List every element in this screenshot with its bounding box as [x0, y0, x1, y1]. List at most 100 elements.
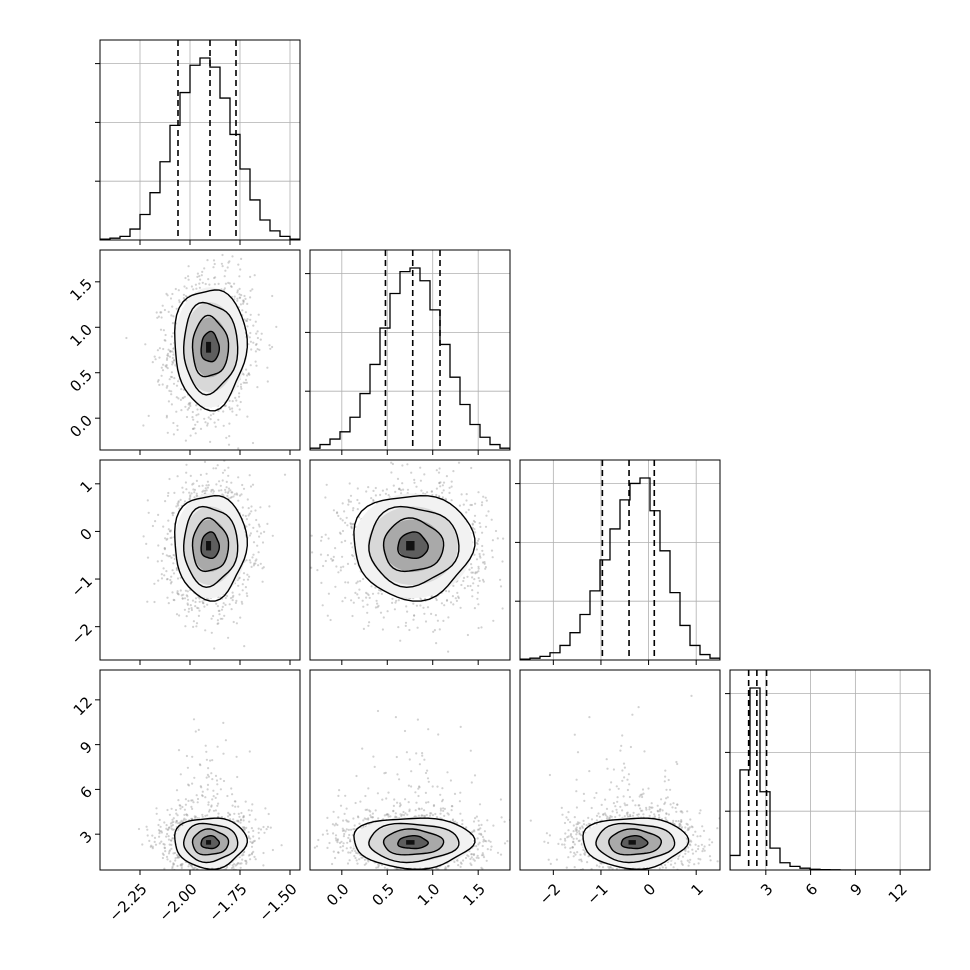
joint-p2-p3-point-157 [339, 532, 342, 535]
joint-p2-p3-point-632 [338, 531, 342, 534]
joint-p2-p3-point-1397 [438, 481, 441, 484]
joint-p1-p2-point-246 [222, 410, 225, 413]
joint-p1-p3-point-458 [249, 561, 252, 564]
joint-p2-p3-point-363 [413, 481, 416, 484]
joint-p2-p3-point-211 [415, 485, 418, 488]
joint-p2-p3-point-1068 [422, 606, 425, 609]
joint-p1-p3-point-384 [195, 492, 198, 495]
joint-p2-p3-point-748 [524, 534, 526, 536]
joint-p2-p3-point-722 [499, 585, 503, 588]
joint-p2-p3-point-1185 [330, 557, 333, 561]
joint-p1-p2-point-1102 [153, 355, 156, 358]
joint-p1-p2-point-874 [235, 413, 238, 417]
joint-p1-p2-point-1108 [179, 398, 182, 401]
hist-p1-bar-13 [230, 134, 240, 240]
joint-p1-p2-point-298 [252, 341, 255, 344]
joint-p2-p3-point-1475 [438, 495, 441, 498]
joint-p1-p3-point-78 [248, 512, 251, 515]
joint-p1-p2-point-248 [163, 308, 166, 312]
joint-p1-p3-point-845 [216, 619, 219, 622]
hist-p2-bar-8 [390, 293, 400, 450]
hist-p2-bar-1 [320, 445, 330, 450]
joint-p2-p3-point-215 [445, 599, 449, 602]
joint-p1-p3-point-1442 [216, 622, 219, 626]
hist-p2-bar-5 [360, 394, 370, 450]
joint-p1-p2-point-746 [248, 373, 251, 376]
joint-p1-p2-point-1319 [249, 296, 252, 299]
joint-p1-p2-point-1036 [231, 400, 234, 403]
joint-p1-p2-point-454 [182, 297, 185, 300]
joint-p1-p3-point-695 [166, 596, 169, 599]
joint-p2-p3-point-1379 [477, 567, 480, 570]
joint-p1-p2-point-7 [236, 291, 239, 294]
joint-p1-p3-point-994 [242, 572, 246, 575]
joint-p1-p2-density-core [206, 341, 212, 353]
joint-p1-p3-point-857 [164, 537, 167, 540]
joint-p1-p3-point-1488 [205, 472, 208, 475]
joint-p2-p3-point-301 [339, 569, 342, 572]
joint-p2-p3-point-613 [473, 528, 476, 531]
joint-p2-p3-point-1531 [396, 477, 400, 480]
joint-p1-p3-point-1264 [241, 602, 244, 605]
joint-p2-p3-point-424 [362, 627, 365, 631]
joint-p2-p3-point-369 [435, 598, 438, 602]
joint-p2-p3-point-453 [465, 493, 468, 496]
joint-p1-p2-point-375 [169, 375, 172, 378]
joint-p1-p3-point-124 [163, 547, 166, 550]
joint-p1-p3-point-1501 [147, 511, 150, 514]
joint-p1-p3-point-1555 [161, 552, 164, 555]
joint-p2-p3-point-343 [367, 624, 370, 627]
joint-p2-p3-point-1417 [359, 580, 362, 583]
joint-p1-p3-point-1349 [204, 487, 207, 490]
joint-p1-p3-point-1318 [238, 494, 242, 497]
joint-p1-p2-point-1193 [228, 399, 231, 402]
joint-p2-p3-point-616 [413, 614, 416, 617]
joint-p2-p3-point-1326 [358, 588, 361, 591]
joint-p2-p3-point-837 [381, 489, 384, 492]
joint-p2-p3-point-103 [447, 616, 450, 619]
joint-p1-p3-point-569 [240, 600, 243, 604]
joint-p1-p2-point-1526 [239, 383, 243, 386]
joint-p1-p3-point-1374 [201, 600, 204, 603]
joint-p1-p2-point-523 [174, 287, 177, 291]
joint-p1-p2-point-1236 [172, 353, 175, 356]
joint-p1-p3-point-793 [215, 483, 218, 486]
joint-p2-p3-point-1459 [452, 584, 455, 588]
joint-p2-p3-point-801 [391, 462, 394, 466]
joint-p1-p3-point-1096 [259, 562, 262, 565]
joint-p2-p3-point-1000 [424, 620, 428, 623]
joint-p2-p3-point-681 [481, 549, 484, 552]
joint-p2-p3-point-190 [469, 503, 472, 507]
joint-p1-p3-point-1241 [224, 488, 227, 491]
joint-p1-p3-point-1355 [206, 480, 209, 483]
joint-p1-p2-point-1496 [245, 381, 248, 384]
joint-p2-p3-point-212 [329, 618, 332, 622]
joint-p1-p3-point-1022 [224, 603, 227, 607]
joint-p1-p2-point-388 [173, 359, 176, 362]
joint-p2-p3-point-66 [350, 542, 353, 545]
joint-p2-p3-point-999 [350, 527, 353, 530]
joint-p1-p3-point-1223 [227, 474, 230, 477]
joint-p1-p2-point-979 [144, 343, 147, 346]
joint-p1-p2-point-928 [172, 347, 175, 350]
joint-p2-p3-point-1157 [356, 580, 359, 583]
joint-p1-p2-point-1243 [275, 325, 278, 328]
joint-p1-p2-point-772 [194, 432, 197, 435]
joint-p2-p3-point-1506 [484, 525, 488, 528]
joint-p2-p3-point-533 [367, 593, 370, 597]
hist-p2-bar-9 [400, 272, 410, 450]
joint-p1-p2-point-1587 [239, 400, 242, 404]
joint-p1-p2-point-254 [258, 348, 261, 351]
joint-p1-p3-point-864 [233, 493, 236, 496]
joint-p1-p3-point-212 [186, 603, 189, 606]
hist-p3-bar-6 [580, 615, 590, 661]
joint-p2-p3-point-1270 [473, 520, 477, 524]
joint-p1-p2-point-914 [168, 355, 171, 358]
joint-p1-p2-point-180 [238, 392, 241, 395]
joint-p1-p3-point-1206 [197, 607, 200, 610]
joint-p1-p3-point-1157 [212, 467, 215, 470]
joint-p1-p2-point-601 [161, 383, 164, 386]
joint-p2-p3-point-1556 [347, 581, 350, 584]
hist-p2-bar-2 [330, 439, 340, 450]
joint-p1-p3-point-1010 [202, 601, 205, 605]
